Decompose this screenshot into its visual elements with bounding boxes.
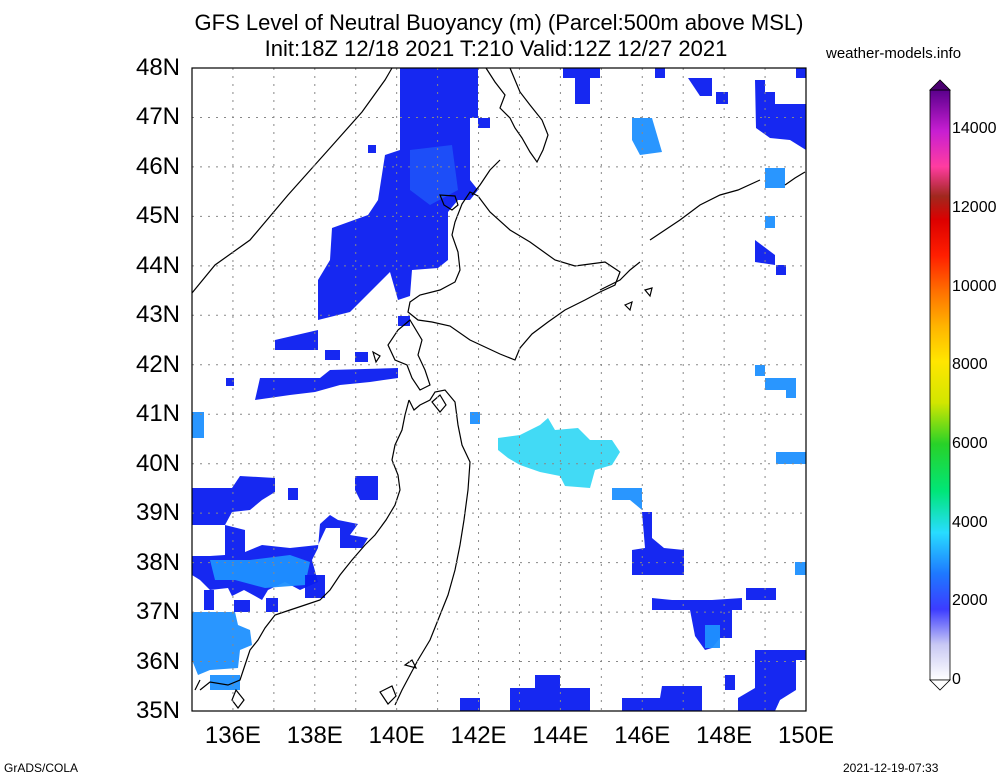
colorbar-tick-label: 10000: [952, 277, 997, 295]
buoyancy-patch: [498, 418, 620, 488]
buoyancy-patch: [470, 412, 480, 424]
buoyancy-patch: [398, 316, 410, 326]
lat-label: 40N: [135, 449, 180, 477]
lat-label: 35N: [135, 697, 180, 724]
colorbar-tick-label: 8000: [952, 356, 988, 374]
lat-label: 39N: [135, 499, 180, 527]
buoyancy-patch: [460, 698, 480, 711]
buoyancy-patch: [325, 350, 340, 360]
lat-label: 46N: [135, 152, 180, 180]
lat-label: 43N: [135, 301, 180, 329]
lon-label: 136E: [204, 722, 261, 749]
buoyancy-patch: [765, 378, 796, 398]
chart-title: GFS Level of Neutral Buoyancy (m) (Parce…: [194, 10, 804, 35]
buoyancy-patch: [275, 330, 318, 350]
buoyancy-patch: [612, 488, 642, 510]
buoyancy-patch: [563, 68, 600, 104]
buoyancy-patch: [255, 368, 398, 400]
buoyancy-patch: [776, 452, 806, 464]
buoyancy-patch: [765, 216, 775, 228]
lon-label: 150E: [777, 722, 835, 749]
buoyancy-patch: [755, 80, 806, 150]
lat-label: 48N: [135, 54, 180, 81]
buoyancy-patch: [705, 625, 720, 648]
buoyancy-patch: [652, 598, 742, 650]
colorbar-tick-label: 4000: [952, 513, 988, 531]
buoyancy-patch: [210, 675, 240, 690]
buoyancy-patch: [632, 118, 662, 155]
buoyancy-patch: [355, 476, 378, 500]
lon-label: 142E: [450, 722, 507, 749]
buoyancy-patch: [655, 68, 665, 78]
buoyancy-patch: [192, 476, 275, 525]
buoyancy-patch: [746, 588, 776, 600]
buoyancy-patch: [266, 598, 278, 612]
lat-label: 38N: [135, 548, 180, 576]
lat-lon-grid: [192, 68, 806, 711]
colorbar-tick-label: 2000: [952, 592, 988, 610]
buoyancy-field: [192, 68, 806, 711]
map-frame: [191, 67, 807, 712]
buoyancy-patch: [355, 352, 368, 362]
buoyancy-patch: [288, 488, 298, 500]
buoyancy-patch: [716, 92, 728, 104]
lat-label: 45N: [135, 202, 180, 230]
buoyancy-patch: [725, 675, 735, 690]
buoyancy-patch: [226, 378, 234, 386]
buoyancy-patch: [318, 68, 478, 320]
buoyancy-patch: [738, 650, 806, 711]
chart-subtitle: Init:18Z 12/18 2021 T:210 Valid:12Z 12/2…: [264, 36, 728, 61]
buoyancy-patch: [192, 412, 204, 438]
buoyancy-patch: [210, 555, 310, 588]
lat-label: 36N: [135, 647, 180, 675]
lat-label: 37N: [135, 598, 180, 626]
colorbar-bottom-arrow: [929, 679, 951, 691]
buoyancy-patch: [688, 78, 712, 96]
colorbar-top-arrow: [929, 79, 951, 91]
lat-label: 42N: [135, 350, 180, 378]
footer-timestamp: 2021-12-19-07:33: [843, 761, 939, 775]
buoyancy-patch: [234, 600, 250, 612]
buoyancy-patch: [622, 686, 702, 711]
buoyancy-patch: [796, 68, 806, 78]
lon-label: 144E: [532, 722, 589, 749]
buoyancy-patch: [510, 675, 590, 711]
buoyancy-patch: [204, 590, 214, 610]
coastline: [191, 67, 806, 709]
buoyancy-patch: [776, 265, 786, 275]
lon-label: 140E: [368, 722, 425, 749]
buoyancy-patch: [795, 562, 806, 575]
lon-label: 148E: [696, 722, 753, 749]
footer-software: GrADS/COLA: [4, 761, 79, 775]
buoyancy-patch: [478, 118, 490, 128]
colorbar-tick-label: 6000: [952, 435, 988, 452]
buoyancy-patch: [755, 365, 765, 376]
colorbar-tick-label: 14000: [952, 120, 997, 138]
buoyancy-patch: [305, 575, 325, 598]
lon-label: 146E: [614, 722, 671, 749]
buoyancy-patch: [632, 512, 684, 575]
lat-label: 44N: [135, 251, 180, 279]
lat-label: 41N: [135, 400, 180, 428]
lon-label: 138E: [286, 722, 343, 749]
lat-label: 47N: [135, 103, 180, 131]
buoyancy-patch: [410, 145, 458, 205]
buoyancy-patch: [368, 145, 376, 153]
buoyancy-patch: [765, 168, 785, 188]
brand-label: weather-models.info: [826, 45, 962, 62]
buoyancy-patch: [192, 612, 252, 675]
colorbar-tick-label: 12000: [952, 199, 997, 216]
colorbar: [929, 89, 951, 681]
colorbar-tick-label: 0: [952, 671, 961, 688]
